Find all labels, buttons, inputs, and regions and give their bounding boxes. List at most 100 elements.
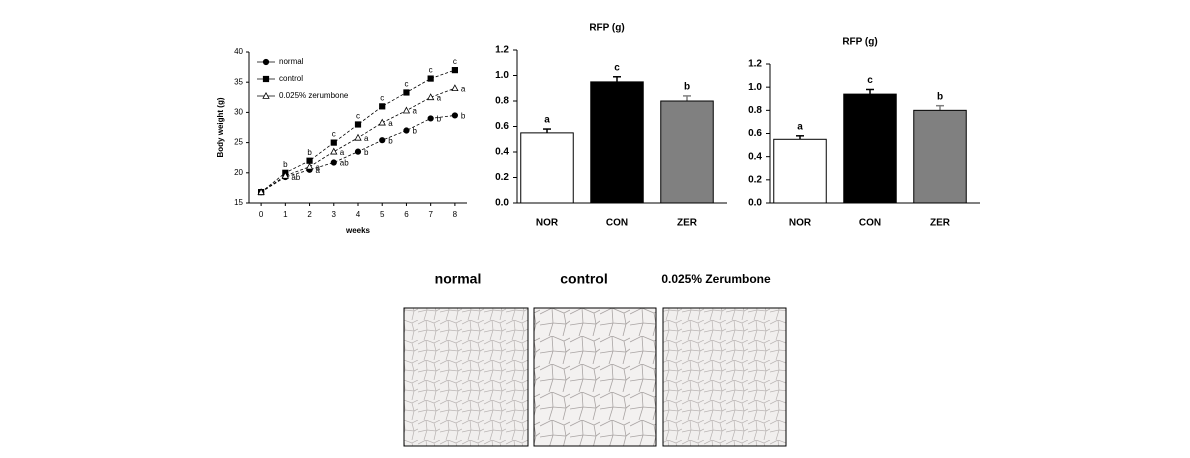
marker bbox=[427, 115, 434, 122]
annotation: b bbox=[937, 91, 943, 102]
rfp-chart-1: RFP (g) 0.0 0.2 0.4 0.6 0.8 1.0 1.2 a NOR c CON b ZER bbox=[495, 23, 727, 229]
marker bbox=[306, 157, 313, 164]
micrograph bbox=[662, 307, 787, 447]
point-label: b bbox=[437, 115, 442, 124]
point-label: c bbox=[332, 130, 336, 139]
legend-marker bbox=[262, 58, 270, 66]
point-label: ab bbox=[340, 159, 349, 168]
marker bbox=[257, 188, 265, 195]
panel-label: control bbox=[560, 271, 607, 287]
marker bbox=[403, 127, 410, 134]
marker bbox=[378, 118, 386, 126]
rfp-chart-2: RFP (g) 0.0 0.2 0.4 0.6 0.8 1.0 1.2 a NOR c CON b ZER bbox=[748, 37, 980, 229]
panel-label: normal bbox=[435, 271, 482, 287]
y-tick-label: 20 bbox=[234, 168, 243, 177]
marker bbox=[330, 159, 337, 166]
y-tick-label: 1.0 bbox=[495, 70, 509, 81]
y-tick-label: 0.0 bbox=[495, 198, 509, 209]
micrograph bbox=[403, 307, 529, 447]
x-tick-label: 6 bbox=[404, 210, 409, 219]
marker bbox=[426, 93, 435, 101]
annotation: c bbox=[614, 62, 620, 73]
histology: normal control 0.025% Zerumbone bbox=[403, 271, 787, 447]
point-label: a bbox=[461, 84, 466, 93]
y-tick-label: 0.4 bbox=[748, 151, 762, 162]
y-tick-label: 30 bbox=[234, 108, 243, 117]
point-label: b bbox=[307, 148, 312, 157]
annotation: b bbox=[684, 82, 690, 93]
x-tick-label: 4 bbox=[356, 210, 361, 219]
marker bbox=[305, 162, 314, 170]
marker bbox=[354, 148, 362, 155]
legend-label: control bbox=[279, 74, 303, 83]
point-label: a bbox=[316, 163, 321, 172]
point-label: a bbox=[364, 134, 369, 143]
chart-title: RFP (g) bbox=[589, 23, 624, 34]
x-tick-label: CON bbox=[859, 218, 881, 229]
x-tick-label: 2 bbox=[307, 210, 312, 219]
y-axis-title: Body weight (g) bbox=[216, 97, 225, 157]
marker bbox=[330, 139, 337, 146]
marker bbox=[402, 106, 411, 114]
annotation: c bbox=[867, 75, 873, 86]
micrograph bbox=[533, 307, 657, 447]
body-weight-chart: 15 20 25 30 35 40 0 1 2 3 4 5 6 7 8 weeks Body weight (g… bbox=[216, 47, 467, 235]
point-label: c bbox=[356, 112, 360, 121]
annotation: a bbox=[544, 115, 550, 126]
marker bbox=[403, 89, 410, 96]
x-tick-label: 8 bbox=[453, 210, 458, 219]
y-tick-label: 0.8 bbox=[495, 96, 509, 107]
marker bbox=[451, 84, 459, 92]
y-tick-label: 0.8 bbox=[748, 105, 762, 116]
annotation: a bbox=[797, 121, 803, 132]
legend-label: normal bbox=[279, 57, 304, 66]
point-label: c bbox=[453, 57, 457, 66]
y-tick-label: 0.6 bbox=[748, 128, 762, 139]
x-axis-title: weeks bbox=[345, 226, 371, 235]
bar bbox=[590, 81, 644, 204]
point-label: a bbox=[388, 119, 393, 128]
marker bbox=[354, 133, 362, 141]
panel-label: 0.025% Zerumbone bbox=[661, 272, 771, 286]
marker bbox=[427, 75, 434, 82]
point-label: ab bbox=[291, 173, 300, 182]
legend-marker bbox=[262, 75, 270, 83]
point-label: b bbox=[412, 127, 417, 136]
x-tick-label: NOR bbox=[789, 218, 812, 229]
point-label: b bbox=[283, 160, 288, 169]
x-tick-label: 5 bbox=[380, 210, 385, 219]
point-label: b bbox=[388, 136, 393, 145]
y-tick-label: 1.0 bbox=[748, 82, 762, 93]
y-tick-label: 0.2 bbox=[495, 172, 509, 183]
y-tick-label: 35 bbox=[234, 77, 243, 86]
y-tick-label: 40 bbox=[234, 47, 243, 56]
y-tick-label: 0.2 bbox=[748, 174, 762, 185]
marker bbox=[281, 171, 290, 179]
x-tick-label: 1 bbox=[283, 210, 288, 219]
point-label: a bbox=[316, 166, 321, 175]
marker bbox=[354, 121, 362, 128]
bar bbox=[520, 132, 574, 204]
point-label: a bbox=[412, 107, 417, 116]
bar bbox=[773, 138, 827, 204]
series-line bbox=[260, 69, 456, 193]
x-tick-label: CON bbox=[606, 218, 628, 229]
bar bbox=[843, 93, 897, 204]
point-label: c bbox=[380, 93, 384, 102]
x-tick-label: ZER bbox=[677, 218, 698, 229]
y-tick-label: 25 bbox=[234, 138, 243, 147]
x-tick-label: ZER bbox=[930, 218, 951, 229]
marker bbox=[330, 147, 338, 155]
y-tick-label: 0.0 bbox=[748, 198, 762, 209]
marker bbox=[451, 67, 458, 74]
marker bbox=[379, 103, 386, 110]
y-tick-label: 0.4 bbox=[495, 147, 509, 158]
y-tick-label: 1.2 bbox=[495, 45, 509, 56]
point-label: a bbox=[340, 148, 345, 157]
marker bbox=[379, 137, 386, 144]
x-tick-label: 0 bbox=[259, 210, 264, 219]
bar bbox=[660, 100, 714, 204]
chart-title: RFP (g) bbox=[842, 37, 877, 48]
